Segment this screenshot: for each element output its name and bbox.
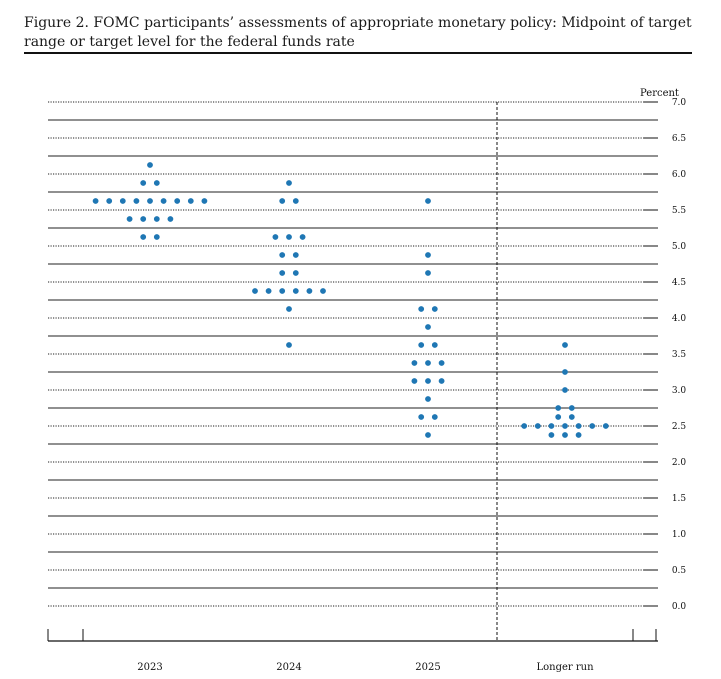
x-category-label: 2024 <box>276 662 301 673</box>
participant-dot <box>562 432 568 438</box>
participant-dot <box>425 198 431 204</box>
participant-dot <box>272 234 279 240</box>
participant-dot <box>568 414 575 420</box>
participant-dot <box>425 252 431 258</box>
x-category-label: 2023 <box>137 662 162 673</box>
participant-dot <box>562 387 568 393</box>
y-axis-label: Percent <box>640 88 679 99</box>
participant-dot <box>431 306 438 312</box>
participant-dot <box>126 216 133 222</box>
participant-dot <box>153 180 160 186</box>
participant-dot <box>575 423 582 429</box>
participant-dot <box>279 198 286 204</box>
participant-dot <box>265 288 272 294</box>
participant-dot <box>187 198 194 204</box>
y-tick-label: 3.0 <box>672 386 687 396</box>
participant-dot <box>602 423 609 429</box>
participant-dot <box>140 180 147 186</box>
participant-dot <box>438 360 445 366</box>
participant-dot <box>562 369 568 375</box>
y-tick-label: 6.5 <box>672 134 687 144</box>
participant-dot <box>140 216 147 222</box>
participant-dot <box>548 432 555 438</box>
participant-dot <box>418 306 425 312</box>
participant-dot <box>106 198 113 204</box>
x-category-label: Longer run <box>536 662 594 673</box>
participant-dot <box>431 342 438 348</box>
participant-dot <box>119 198 126 204</box>
participant-dot <box>279 270 286 276</box>
participant-dot <box>418 342 425 348</box>
participant-dot <box>438 378 445 384</box>
participant-dot <box>568 405 575 411</box>
participant-dot <box>92 198 99 204</box>
y-tick-label: 2.5 <box>672 422 687 432</box>
y-tick-label: 1.0 <box>672 530 687 540</box>
participant-dot <box>201 198 208 204</box>
participant-dot <box>431 414 438 420</box>
participant-dot <box>418 414 425 420</box>
participant-dot <box>153 234 160 240</box>
participant-dot <box>425 432 431 438</box>
participant-dot <box>133 198 140 204</box>
y-tick-label: 4.5 <box>672 278 687 288</box>
participant-dot <box>286 180 292 186</box>
participant-dot <box>548 423 555 429</box>
participant-dot <box>279 288 286 294</box>
y-tick-label: 5.0 <box>672 242 687 252</box>
participant-dot <box>589 423 596 429</box>
participant-dot <box>521 423 528 429</box>
participant-dot <box>299 234 306 240</box>
participant-dot <box>411 360 418 366</box>
y-tick-label: 5.5 <box>672 206 687 216</box>
participant-dot <box>292 270 299 276</box>
participant-dot <box>534 423 541 429</box>
participant-dot <box>147 162 153 168</box>
y-tick-label: 0.0 <box>672 602 687 612</box>
participant-dot <box>555 405 562 411</box>
x-category-label: 2025 <box>415 662 440 673</box>
participant-dot <box>425 396 431 402</box>
participant-dot <box>411 378 418 384</box>
y-tick-label: 7.0 <box>672 98 687 108</box>
y-tick-label: 6.0 <box>672 170 687 180</box>
participant-dot <box>425 378 431 384</box>
figure-caption: Figure 2. FOMC participants’ assessments… <box>24 15 692 50</box>
participant-dot <box>153 216 160 222</box>
participant-dot <box>562 342 568 348</box>
participant-dot <box>147 198 153 204</box>
participant-dot <box>425 360 431 366</box>
participant-dot <box>292 288 299 294</box>
participant-dot <box>575 432 582 438</box>
participant-dot <box>320 288 326 294</box>
y-tick-label: 3.5 <box>672 350 687 360</box>
caption-rule <box>24 52 692 54</box>
participant-dot <box>252 288 258 294</box>
participant-dot <box>306 288 313 294</box>
y-tick-label: 2.0 <box>672 458 687 468</box>
participant-dot <box>292 198 299 204</box>
dots <box>92 162 609 438</box>
participant-dot <box>140 234 147 240</box>
participant-dot <box>160 198 167 204</box>
y-tick-label: 1.5 <box>672 494 687 504</box>
labels: 7.0 6.5 6.0 5.5 5.0 4.5 4.0 3.5 3.0 2.5 2.0 1.5 1.0 0… <box>137 88 686 673</box>
y-tick-label: 4.0 <box>672 314 687 324</box>
participant-dot <box>286 306 292 312</box>
participant-dot <box>562 423 568 429</box>
participant-dot <box>167 216 174 222</box>
y-tick-label: 0.5 <box>672 566 687 576</box>
participant-dot <box>279 252 286 258</box>
participant-dot <box>286 234 292 240</box>
participant-dot <box>286 342 292 348</box>
grid-lines <box>48 101 658 607</box>
participant-dot <box>174 198 181 204</box>
participant-dot <box>555 414 562 420</box>
participant-dot <box>292 252 299 258</box>
participant-dot <box>425 324 431 330</box>
participant-dot <box>425 270 431 276</box>
axes <box>47 101 658 642</box>
